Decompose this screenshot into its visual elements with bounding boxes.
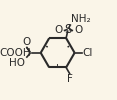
Text: O: O bbox=[54, 25, 63, 35]
Text: NH₂: NH₂ bbox=[71, 14, 90, 24]
Text: F: F bbox=[67, 74, 73, 84]
Text: O: O bbox=[22, 37, 31, 47]
Text: S: S bbox=[65, 23, 72, 36]
Text: Cl: Cl bbox=[83, 48, 93, 58]
Text: O: O bbox=[74, 25, 82, 35]
Text: COOH: COOH bbox=[0, 48, 31, 58]
Text: HO: HO bbox=[9, 58, 25, 68]
